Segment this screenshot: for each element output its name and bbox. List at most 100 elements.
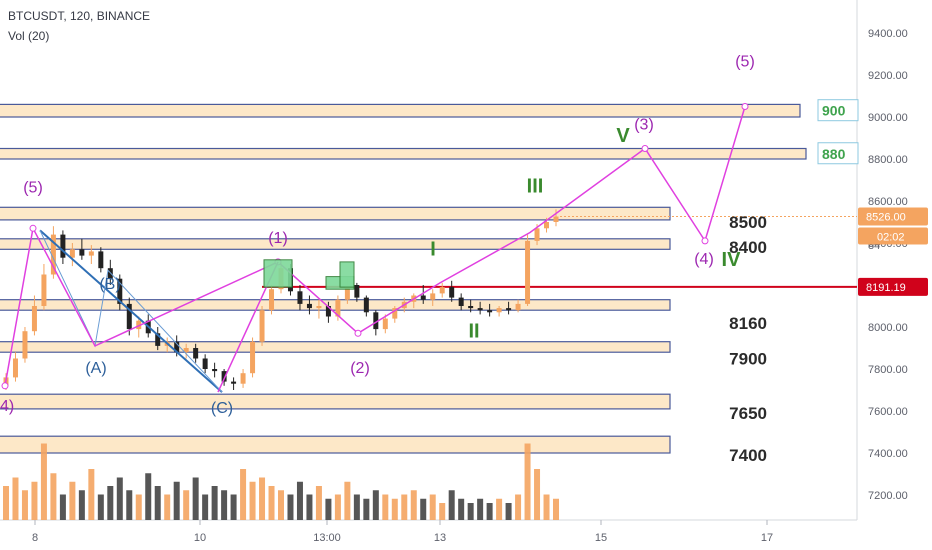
level-label: 8400 [729,238,767,257]
volume-bar [410,490,417,520]
candle-body [553,216,559,222]
price-tick-label: 7200.00 [868,490,908,502]
volume-bar [296,481,303,520]
candle-body [202,358,208,369]
level-label: 7400 [729,446,767,465]
volume-bar [126,490,133,520]
volume-bar [278,490,284,520]
volume-bar [40,443,47,520]
volume-bar [221,490,228,520]
volume-bar [12,477,19,520]
volume-bar [458,498,465,520]
volume-bar [135,494,142,520]
candle-body [430,293,436,300]
wave-label: (B) [99,276,120,293]
time-tick-label: 8 [32,532,38,544]
candle-body [193,348,199,359]
volume-bar [69,481,76,520]
candle-body [155,333,161,346]
price-tick-label: 7600.00 [868,406,908,418]
volume-bar [116,477,123,520]
volume-bar [78,490,85,520]
price-tick-label: 7400.00 [868,448,908,460]
candle-body [297,291,303,304]
wave-label: (1) [268,230,288,247]
target-label: 880 [822,146,846,162]
highlight-box [263,259,293,288]
level-label: 8160 [729,314,767,333]
last-price-badge-text: 8526.00 [866,212,906,224]
candle-body [363,297,369,313]
volume-bar [21,490,28,520]
candle-body [50,234,56,275]
countdown-text: 02:02 [877,232,905,244]
volume-bar [202,494,209,520]
volume-bar [382,494,389,520]
volume-bar [353,494,360,520]
candle-body [259,310,265,342]
resistance-zone [0,103,801,118]
candle-body [231,381,237,384]
candle-body [420,295,426,300]
wave-label: V [616,125,630,147]
level-label: 8500 [729,213,767,232]
wave-label: (5) [23,180,43,197]
candle-body [515,303,521,311]
target-box [817,142,859,165]
wave-label: (C) [211,400,233,417]
resistance-zone [0,206,671,221]
candle-body [60,234,66,258]
volume-bar [391,498,398,520]
resistance-zone [0,299,671,311]
volume-bar [259,477,266,520]
candle-body [496,308,502,313]
volume-bar [249,481,256,520]
wave-pivot [741,103,749,110]
wave-label: (4) [694,251,714,268]
price-tick-label: 9200.00 [868,70,908,82]
volume-bar [211,486,218,520]
candle-body [477,308,483,311]
target-label: 900 [822,103,846,119]
highlight-box [339,261,355,288]
volume-bar [543,494,550,520]
wave-pivot [701,237,709,245]
price-tick-label: 8000.00 [868,322,908,334]
candle-body [250,341,256,374]
candle-body [174,341,180,353]
volume-bar [88,469,95,520]
volume-bar [3,486,9,520]
elliott-wave-path [4,106,746,386]
candle-body [306,303,312,309]
price-tick-label: 9400.00 [868,28,908,40]
volume-bar [97,494,104,520]
target-box [817,99,859,122]
candle-body [240,373,246,384]
wave-label: III [527,176,544,198]
candle-body [534,228,540,241]
volume-bar [534,469,541,520]
candle-body [487,310,493,313]
candle-body [117,278,123,304]
resistance-zone [0,435,671,454]
candle-body [382,318,388,330]
wave-label: I [430,239,436,261]
support-price-badge [858,277,928,296]
volume-bar [183,490,190,520]
support-price-badge-text: 8191.19 [866,282,906,294]
candle-body [22,331,28,359]
candle-body [354,285,360,298]
volume-bar [50,473,57,520]
volume-bar [486,503,493,520]
price-tick-label: 7800.00 [868,364,908,376]
volume-bar [325,498,332,520]
candle-body [525,240,531,304]
candle-body [98,251,104,269]
volume-bar [192,477,199,520]
volume-bar [145,473,152,520]
wave-label: 4) [0,398,14,415]
candle-body [69,249,75,258]
wave-label: IV [722,249,742,271]
candle-body [325,306,331,317]
